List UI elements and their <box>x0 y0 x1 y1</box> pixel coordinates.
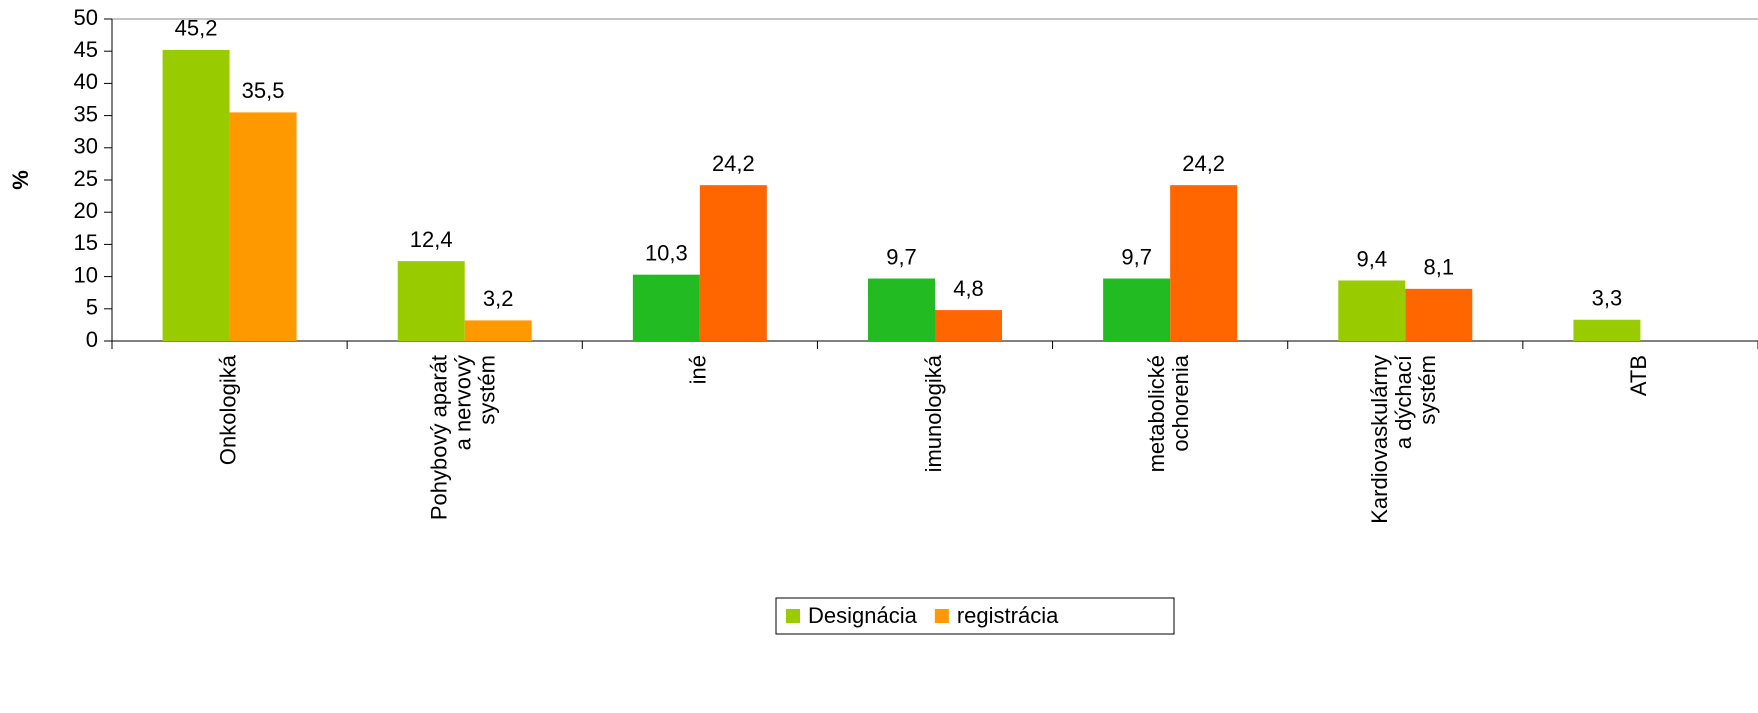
bar <box>1338 280 1406 341</box>
x-tick-label: Kardiovaskulárny <box>1367 355 1392 524</box>
y-tick-label: 5 <box>86 295 98 320</box>
value-label: 9,7 <box>1121 244 1152 269</box>
bar <box>699 185 767 341</box>
y-tick-label: 10 <box>74 262 98 287</box>
value-label: 8,1 <box>1423 255 1454 280</box>
value-label: 24,2 <box>1182 151 1225 176</box>
value-label: 3,2 <box>483 286 514 311</box>
y-tick-label: 45 <box>74 37 98 62</box>
value-label: 12,4 <box>410 227 453 252</box>
legend-label: registrácia <box>957 603 1059 628</box>
y-tick-label: 25 <box>74 166 98 191</box>
x-tick-label: Pohybový aparát <box>427 355 452 520</box>
y-tick-label: 20 <box>74 198 98 223</box>
y-tick-label: 35 <box>74 101 98 126</box>
value-label: 35,5 <box>242 78 285 103</box>
legend-label: Designácia <box>808 603 918 628</box>
x-tick-label: ochorenia <box>1168 354 1193 451</box>
bar <box>1103 278 1171 341</box>
value-label: 3,3 <box>1592 286 1623 311</box>
x-tick-label: Onkologiká <box>215 354 240 465</box>
y-tick-label: 0 <box>86 327 98 352</box>
value-label: 9,4 <box>1356 246 1387 271</box>
bar <box>229 112 297 341</box>
legend-swatch <box>786 609 800 623</box>
x-tick-label: a nervový <box>451 355 476 450</box>
value-label: 4,8 <box>953 276 984 301</box>
value-label: 9,7 <box>886 244 917 269</box>
y-axis-label: % <box>8 170 33 190</box>
x-tick-label: a dýchací <box>1391 355 1416 449</box>
bar <box>464 320 532 341</box>
bar <box>868 278 935 341</box>
y-tick-label: 40 <box>74 69 98 94</box>
legend-box <box>775 597 1175 635</box>
x-tick-label: imunologiká <box>921 354 946 472</box>
value-label: 10,3 <box>645 240 688 265</box>
x-tick-label: metabolické <box>1144 355 1169 472</box>
y-tick-label: 15 <box>74 230 98 255</box>
bar <box>1405 288 1473 341</box>
value-label: 24,2 <box>712 151 755 176</box>
bar <box>1573 319 1641 341</box>
x-tick-label: iné <box>686 355 711 384</box>
bar <box>935 310 1002 341</box>
legend-swatch <box>934 609 949 623</box>
y-tick-label: 50 <box>74 5 98 30</box>
x-tick-label: systém <box>475 355 500 425</box>
x-tick-label: ATB <box>1626 355 1651 396</box>
bar <box>162 49 230 342</box>
value-label: 45,2 <box>175 16 218 41</box>
x-tick-label: systém <box>1415 355 1440 425</box>
y-tick-label: 30 <box>74 134 98 159</box>
bar <box>632 274 700 341</box>
bar <box>1170 185 1238 341</box>
bar <box>397 261 465 341</box>
